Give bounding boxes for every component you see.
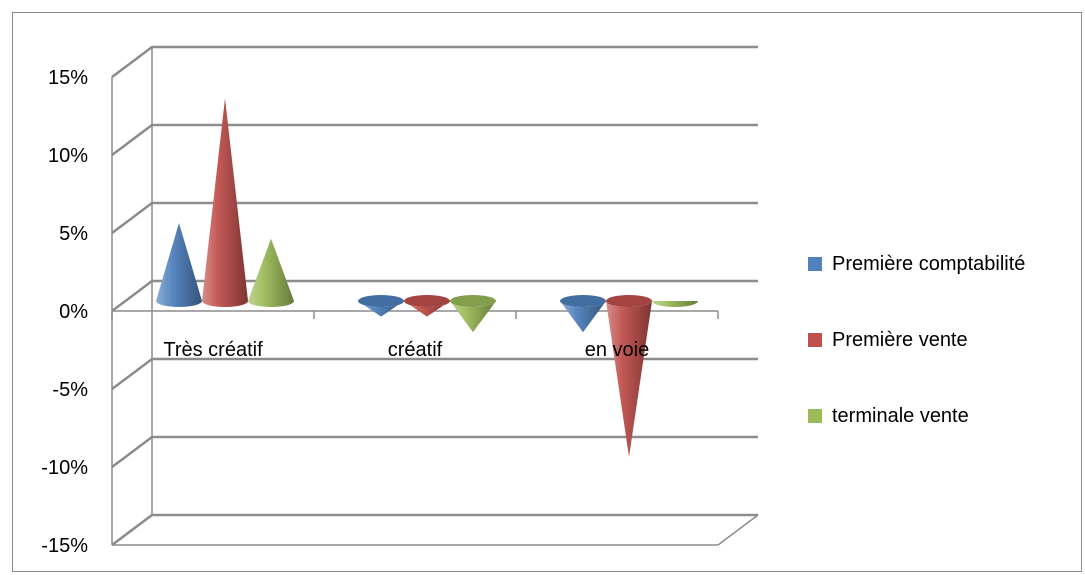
cone-premiere-comptabilite-creatif-body xyxy=(358,301,404,317)
cone-premiere-vente-en-voie-body xyxy=(606,301,652,457)
legend-swatch-premiere-vente xyxy=(808,333,822,347)
x-category-label-creatif: créatif xyxy=(388,339,443,361)
cone-terminale-vente-creatif xyxy=(450,295,496,333)
cone-premiere-vente-creatif-top xyxy=(404,295,450,307)
y-tick-label: -10% xyxy=(41,457,88,479)
cone-premiere-comptabilite-en-voie-body xyxy=(560,301,606,333)
cone-premiere-vente-en-voie xyxy=(606,295,652,457)
y-tick-label: -5% xyxy=(52,379,88,401)
gridline xyxy=(111,201,758,234)
cone-terminale-vente-tres-creatif xyxy=(248,238,294,307)
cone-premiere-vente-en-voie-top xyxy=(606,295,652,307)
legend-swatch-terminale-vente xyxy=(808,409,822,423)
cone-terminale-vente-tres-creatif-body xyxy=(248,238,294,307)
legend-label-premiere-vente: Première vente xyxy=(832,328,968,351)
cone-terminale-vente-en-voie-body xyxy=(652,301,698,307)
gridline xyxy=(111,123,758,156)
gridline xyxy=(111,435,758,468)
cone-premiere-vente-creatif xyxy=(404,295,450,317)
y-tick-label: 0% xyxy=(59,301,88,323)
legend-item-premiere-vente: Première vente xyxy=(808,302,1025,378)
floor-side-edge xyxy=(717,514,759,546)
legend-label-terminale-vente: terminale vente xyxy=(832,404,969,427)
y-tick-label: -15% xyxy=(41,535,88,557)
gridline xyxy=(111,279,758,312)
legend: Première comptabilité Première vente ter… xyxy=(808,226,1025,454)
cone-terminale-vente-creatif-body xyxy=(450,301,496,333)
legend-swatch-premiere-comptabilite xyxy=(808,257,822,271)
legend-label-premiere-comptabilite: Première comptabilité xyxy=(832,252,1026,275)
cone-premiere-comptabilite-tres-creatif-body xyxy=(156,223,202,307)
cone-premiere-comptabilite-creatif-top xyxy=(358,295,404,307)
x-category-label-en-voie: en voie xyxy=(585,339,650,361)
cone-premiere-vente-tres-creatif xyxy=(202,98,248,307)
cone-terminale-vente-creatif-top xyxy=(450,295,496,307)
cone-premiere-vente-tres-creatif-body xyxy=(202,98,248,307)
y-tick-label: 10% xyxy=(48,145,88,167)
cone-premiere-comptabilite-creatif xyxy=(358,295,404,317)
chart-frame xyxy=(12,12,1082,572)
gridline xyxy=(111,357,758,390)
cone-premiere-vente-creatif-body xyxy=(404,301,450,317)
cone-premiere-comptabilite-en-voie xyxy=(560,295,606,333)
cone-terminale-vente-en-voie xyxy=(652,301,698,307)
cone-premiere-comptabilite-tres-creatif xyxy=(156,223,202,307)
cone-premiere-comptabilite-en-voie-top xyxy=(560,295,606,307)
legend-item-premiere-comptabilite: Première comptabilité xyxy=(808,226,1025,302)
legend-item-terminale-vente: terminale vente xyxy=(808,378,1025,454)
y-tick-label: 5% xyxy=(59,223,88,245)
x-category-label-tres-creatif: Très créatif xyxy=(163,339,263,361)
y-tick-label: 15% xyxy=(48,67,88,89)
gridline xyxy=(111,513,758,546)
gridline xyxy=(111,45,758,78)
